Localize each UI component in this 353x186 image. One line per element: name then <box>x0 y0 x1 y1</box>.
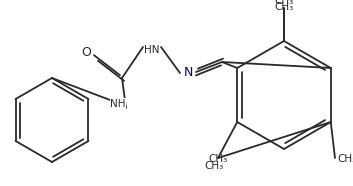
Text: CH₃: CH₃ <box>208 154 228 164</box>
Text: HN: HN <box>144 45 160 55</box>
Text: CH₃: CH₃ <box>274 0 294 6</box>
Text: NH: NH <box>110 99 126 109</box>
Text: N: N <box>183 65 193 78</box>
Text: CH₃: CH₃ <box>204 161 223 171</box>
Text: CH₃: CH₃ <box>337 154 353 164</box>
Text: O: O <box>81 46 91 59</box>
Text: CH₃: CH₃ <box>274 2 294 12</box>
